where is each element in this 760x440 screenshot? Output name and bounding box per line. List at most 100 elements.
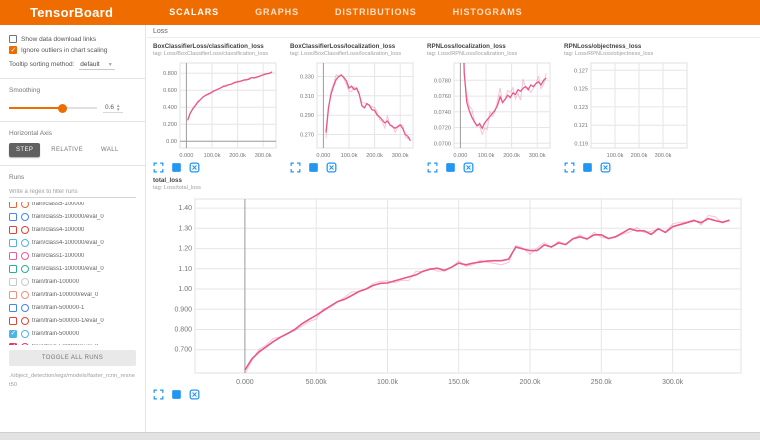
axis-wall-button[interactable]: WALL bbox=[94, 143, 126, 157]
run-list-item[interactable]: train/class4-100000 bbox=[9, 223, 136, 236]
checkbox-label: Show data download links bbox=[21, 36, 96, 43]
svg-text:0.0720: 0.0720 bbox=[434, 126, 451, 132]
run-list-item[interactable]: train/train-500000-1 bbox=[9, 301, 136, 314]
slider-fill bbox=[9, 107, 62, 109]
fit-domain-to-data-icon[interactable] bbox=[326, 162, 337, 173]
chart-title: BoxClassifierLoss/classification_loss bbox=[153, 43, 282, 50]
run-list-item[interactable]: train/train-500000 bbox=[9, 327, 136, 340]
checkbox-icon[interactable] bbox=[9, 35, 17, 43]
run-list-item[interactable]: train/class5-100000/eval_0 bbox=[9, 210, 136, 223]
category-header-loss[interactable]: Loss bbox=[147, 25, 760, 38]
line-chart[interactable]: 0.3300.3100.2900.2700.000100.0k200.0k300… bbox=[290, 59, 418, 160]
run-visibility-checkbox[interactable] bbox=[9, 330, 17, 338]
axis-step-button[interactable]: STEP bbox=[9, 143, 40, 157]
run-visibility-checkbox[interactable] bbox=[9, 291, 17, 299]
svg-text:0.121: 0.121 bbox=[574, 123, 588, 129]
chart-toolbar bbox=[290, 162, 419, 173]
toggle-log-y-axis-icon[interactable] bbox=[445, 162, 456, 173]
svg-text:0.0700: 0.0700 bbox=[434, 141, 451, 147]
run-visibility-checkbox[interactable] bbox=[9, 202, 17, 208]
smoothing-slider[interactable] bbox=[9, 107, 97, 109]
run-name: train/train-500000 bbox=[32, 331, 79, 337]
run-visibility-checkbox[interactable] bbox=[9, 343, 17, 346]
divider bbox=[0, 121, 145, 122]
chart-toolbar bbox=[153, 389, 756, 400]
tab-distributions[interactable]: DISTRIBUTIONS bbox=[335, 0, 417, 25]
stepper-arrows-icon[interactable]: ▲▼ bbox=[116, 104, 120, 111]
run-list-item[interactable]: train/train-500000/eval_0 bbox=[9, 340, 136, 345]
run-visibility-checkbox[interactable] bbox=[9, 239, 17, 247]
run-color-swatch-icon bbox=[21, 330, 29, 338]
runs-filter-input[interactable] bbox=[9, 186, 136, 198]
runs-label: Runs bbox=[9, 174, 136, 181]
run-list-item[interactable]: train/class5-100000 bbox=[9, 202, 136, 210]
horizontal-axis-buttons: STEP RELATIVE WALL bbox=[9, 143, 136, 157]
run-visibility-checkbox[interactable] bbox=[9, 278, 17, 286]
smoothing-value-field[interactable]: 0.6 ▲▼ bbox=[103, 103, 123, 113]
svg-text:0.700: 0.700 bbox=[174, 347, 192, 354]
checkbox-checked-icon[interactable] bbox=[9, 46, 17, 54]
run-name: train/train-500000-1/eval_0 bbox=[32, 318, 104, 324]
tab-histograms[interactable]: HISTOGRAMS bbox=[453, 0, 523, 25]
line-chart[interactable]: 1.401.301.201.101.000.9000.8000.7000.000… bbox=[153, 193, 751, 387]
chart-tag: tag: Loss/BoxClassifierLoss/classificati… bbox=[153, 51, 282, 57]
tab-graphs[interactable]: GRAPHS bbox=[255, 0, 299, 25]
svg-text:200.0k: 200.0k bbox=[229, 153, 246, 159]
line-chart[interactable]: 0.1270.1250.1230.1210.119100.0k200.0k300… bbox=[564, 59, 692, 160]
log-directory-path: ./object_detection/wgs/models/faster_rcn… bbox=[9, 372, 136, 389]
toggle-log-y-axis-icon[interactable] bbox=[171, 162, 182, 173]
tensorboard-app: TensorBoard SCALARS GRAPHS DISTRIBUTIONS… bbox=[0, 0, 760, 440]
run-name: train/class5-100000/eval_0 bbox=[32, 214, 104, 220]
tooltip-sorting-dropdown[interactable]: default▼ bbox=[79, 61, 114, 70]
toggle-log-y-axis-icon[interactable] bbox=[582, 162, 593, 173]
run-list-item[interactable]: train/train-100000 bbox=[9, 275, 136, 288]
line-chart[interactable]: 0.8000.6000.4000.2000.000.000100.0k200.0… bbox=[153, 59, 281, 160]
run-color-swatch-icon bbox=[21, 278, 29, 286]
run-list-item[interactable]: train/train-500000-1/eval_0 bbox=[9, 314, 136, 327]
run-visibility-checkbox[interactable] bbox=[9, 213, 17, 221]
svg-text:100.0k: 100.0k bbox=[341, 153, 358, 159]
run-list-item[interactable]: train/class1-100000 bbox=[9, 249, 136, 262]
fit-domain-to-data-icon[interactable] bbox=[189, 162, 200, 173]
toggle-log-y-axis-icon[interactable] bbox=[171, 389, 182, 400]
chart-toolbar bbox=[153, 162, 282, 173]
chart-tag: tag: Loss/total_loss bbox=[153, 185, 756, 191]
fit-domain-to-data-icon[interactable] bbox=[600, 162, 611, 173]
run-list-item[interactable]: train/class1-100000/eval_0 bbox=[9, 262, 136, 275]
axis-relative-button[interactable]: RELATIVE bbox=[44, 143, 90, 157]
run-color-swatch-icon bbox=[21, 226, 29, 234]
fit-domain-to-data-icon[interactable] bbox=[189, 389, 200, 400]
ignore-outliers-checkbox[interactable]: Ignore outliers in chart scaling bbox=[9, 46, 136, 54]
slider-handle[interactable] bbox=[58, 104, 67, 113]
fit-domain-to-data-icon[interactable] bbox=[463, 162, 474, 173]
svg-text:0.800: 0.800 bbox=[174, 327, 192, 334]
run-visibility-checkbox[interactable] bbox=[9, 226, 17, 234]
run-list-item[interactable]: train/train-100000/eval_0 bbox=[9, 288, 136, 301]
svg-text:200.0k: 200.0k bbox=[503, 153, 520, 159]
line-chart[interactable]: 0.07800.07600.07400.07200.07000.000100.0… bbox=[427, 59, 555, 160]
tab-scalars[interactable]: SCALARS bbox=[169, 0, 219, 25]
expand-chart-icon[interactable] bbox=[153, 162, 164, 173]
run-visibility-checkbox[interactable] bbox=[9, 252, 17, 260]
run-visibility-checkbox[interactable] bbox=[9, 265, 17, 273]
expand-chart-icon[interactable] bbox=[153, 389, 164, 400]
expand-chart-icon[interactable] bbox=[427, 162, 438, 173]
run-visibility-checkbox[interactable] bbox=[9, 304, 17, 312]
runs-list[interactable]: train/class5-100000 train/class5-100000/e… bbox=[9, 202, 136, 345]
divider bbox=[0, 165, 145, 166]
chart-card-classification-loss: BoxClassifierLoss/classification_loss ta… bbox=[149, 40, 286, 173]
svg-text:100.0k: 100.0k bbox=[607, 153, 624, 159]
toggle-all-runs-button[interactable]: TOGGLE ALL RUNS bbox=[9, 350, 136, 366]
svg-text:0.800: 0.800 bbox=[163, 71, 177, 77]
show-download-links-checkbox[interactable]: Show data download links bbox=[9, 35, 136, 43]
chart-tag: tag: Loss/RPNLoss/localization_loss bbox=[427, 51, 556, 57]
run-list-item[interactable]: train/class4-100000/eval_0 bbox=[9, 236, 136, 249]
svg-text:200.0k: 200.0k bbox=[366, 153, 383, 159]
smoothing-value: 0.6 bbox=[105, 104, 114, 111]
expand-chart-icon[interactable] bbox=[290, 162, 301, 173]
expand-chart-icon[interactable] bbox=[564, 162, 575, 173]
svg-text:0.0740: 0.0740 bbox=[434, 110, 451, 116]
toggle-log-y-axis-icon[interactable] bbox=[308, 162, 319, 173]
svg-text:100.0k: 100.0k bbox=[204, 153, 221, 159]
run-visibility-checkbox[interactable] bbox=[9, 317, 17, 325]
